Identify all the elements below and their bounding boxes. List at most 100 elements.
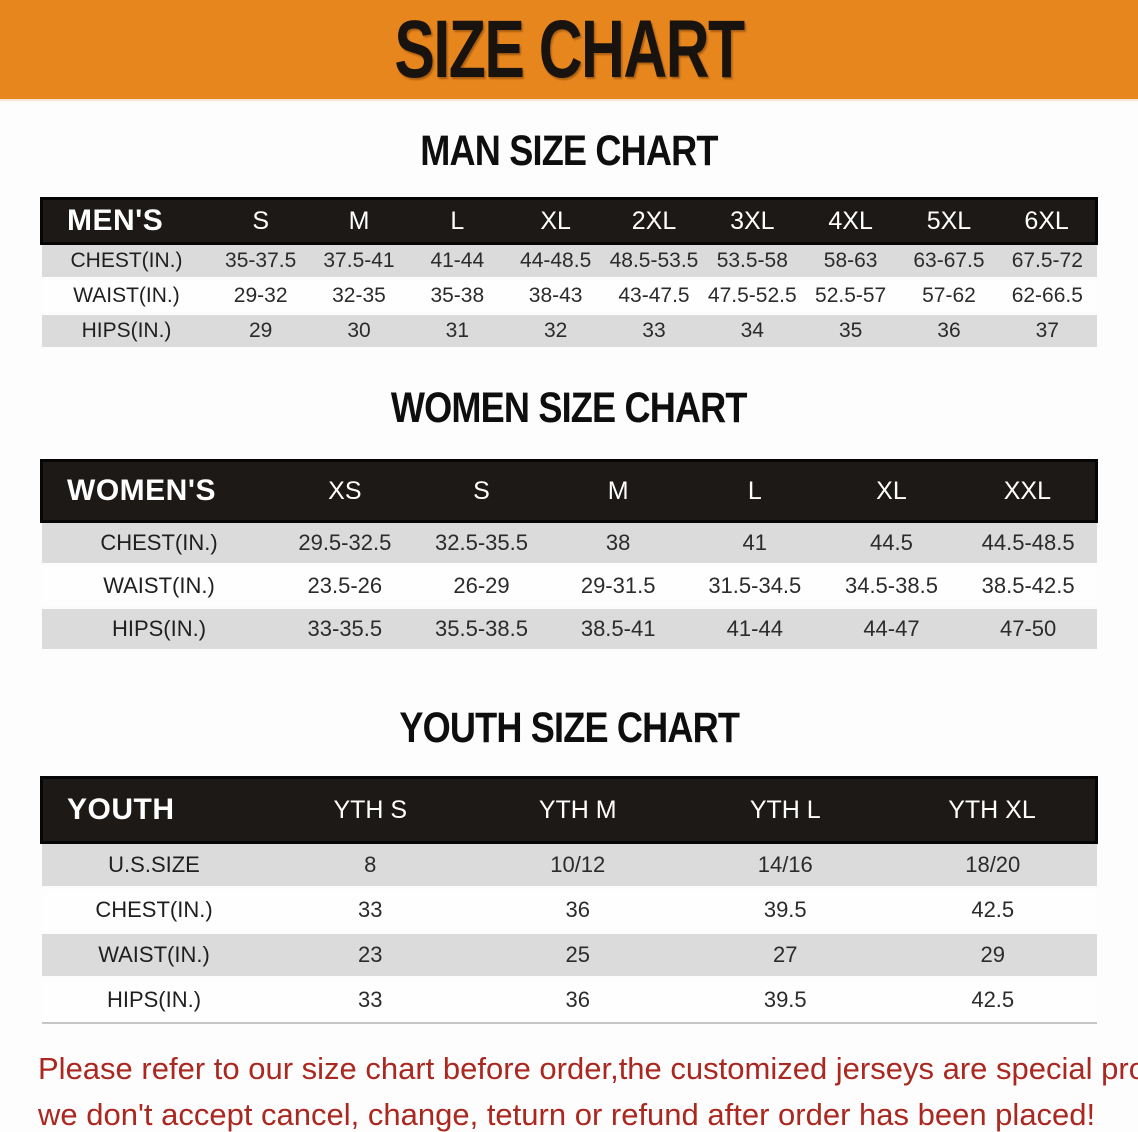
value-cell: 34.5-38.5 <box>844 573 938 598</box>
value-cell: 26-29 <box>453 573 510 598</box>
value-cell: 10/12 <box>550 852 606 877</box>
col-header-yth-xl: YTH XL <box>948 795 1036 824</box>
value-cell: 29-32 <box>233 284 288 307</box>
col-header-4xl: 4XL <box>828 206 873 235</box>
value-cell: 38.5-41 <box>580 616 656 641</box>
value-cell: 41 <box>742 530 768 555</box>
man-section-heading: MAN SIZE CHART <box>0 127 1138 175</box>
value-cell: 36 <box>565 897 590 922</box>
youth-section-heading: YOUTH SIZE CHART <box>0 704 1138 752</box>
value-cell: 35.5-38.5 <box>435 616 528 641</box>
value-cell: 31.5-34.5 <box>708 573 802 598</box>
value-cell: 57-62 <box>922 284 976 307</box>
col-header-6xl: 6XL <box>1024 206 1069 235</box>
value-cell: 36 <box>937 319 961 342</box>
youth-table-header-row: YOUTH YTH S YTH M YTH L YTH XL <box>41 777 1097 843</box>
value-cell: 67.5-72 <box>1011 249 1083 272</box>
mens-table-title: MEN'S <box>67 204 164 237</box>
banner-title: SIZE CHART <box>394 3 745 95</box>
womens-hips-row: HIPS(IN.) 33-35.5 35.5-38.5 38.5-41 41-4… <box>41 607 1097 651</box>
womens-table-header-row: WOMEN'S XS S M L XL XXL <box>41 460 1097 522</box>
col-header-xs: XS <box>328 476 362 505</box>
value-cell: 37 <box>1035 319 1059 342</box>
col-header-yth-s: YTH S <box>333 795 408 824</box>
value-cell: 47-50 <box>1000 616 1057 641</box>
value-cell: 37.5-41 <box>323 249 395 272</box>
row-label: U.S.SIZE <box>108 852 200 877</box>
women-heading-text: WOMEN SIZE CHART <box>391 384 748 432</box>
youth-chest-row: CHEST(IN.) 33 36 39.5 42.5 <box>41 887 1097 933</box>
womens-chest-row: CHEST(IN.) 29.5-32.5 32.5-35.5 38 41 44.… <box>41 521 1097 565</box>
value-cell: 35-38 <box>430 284 485 307</box>
order-policy-note: Please refer to our size chart before or… <box>0 1046 1138 1132</box>
value-cell: 32-35 <box>332 284 386 307</box>
value-cell: 29-31.5 <box>580 573 656 598</box>
value-cell: 33 <box>642 319 666 342</box>
row-label: CHEST(IN.) <box>100 530 218 555</box>
value-cell: 53.5-58 <box>716 249 788 272</box>
value-cell: 33 <box>358 987 383 1013</box>
value-cell: 58-63 <box>823 249 878 272</box>
value-cell: 48.5-53.5 <box>609 249 699 272</box>
women-section-heading: WOMEN SIZE CHART <box>0 384 1138 432</box>
value-cell: 34 <box>740 319 764 342</box>
value-cell: 42.5 <box>971 897 1015 922</box>
mens-table-header-row: MEN'S S M L XL 2XL 3XL 4XL 5XL 6XL <box>41 198 1097 244</box>
order-policy-line1: Please refer to our size chart before or… <box>38 1050 1138 1086</box>
value-cell: 23.5-26 <box>307 573 383 598</box>
value-cell: 14/16 <box>757 852 813 877</box>
row-label: WAIST(IN.) <box>98 942 210 967</box>
value-cell: 47.5-52.5 <box>707 284 797 307</box>
value-cell: 39.5 <box>763 987 807 1013</box>
youth-waist-row: WAIST(IN.) 23 25 27 29 <box>41 932 1097 978</box>
row-label: HIPS(IN.) <box>81 319 172 342</box>
youth-heading-text: YOUTH SIZE CHART <box>399 704 740 752</box>
mens-hips-row: HIPS(IN.) 29 30 31 32 33 34 35 36 37 <box>41 313 1097 349</box>
row-label: WAIST(IN.) <box>103 573 215 598</box>
col-header-yth-m: YTH M <box>538 795 617 824</box>
value-cell: 62-66.5 <box>1011 284 1083 307</box>
man-heading-text: MAN SIZE CHART <box>420 127 718 175</box>
womens-size-table: WOMEN'S XS S M L XL XXL CHEST(IN.) 29.5-… <box>40 459 1098 652</box>
value-cell: 44.5-48.5 <box>981 530 1075 555</box>
value-cell: 38 <box>605 530 631 555</box>
order-policy-line2: we don't accept cancel, change, teturn o… <box>38 1096 1096 1132</box>
row-label: CHEST(IN.) <box>70 249 183 272</box>
value-cell: 32.5-35.5 <box>435 530 528 555</box>
value-cell: 30 <box>347 319 371 342</box>
row-label: HIPS(IN.) <box>111 616 207 641</box>
value-cell: 23 <box>358 942 383 967</box>
value-cell: 52.5-57 <box>815 284 887 307</box>
value-cell: 25 <box>565 942 590 967</box>
col-header-l: L <box>450 206 465 235</box>
value-cell: 29.5-32.5 <box>298 530 392 555</box>
value-cell: 39.5 <box>763 897 807 922</box>
value-cell: 41-44 <box>430 249 485 272</box>
value-cell: 63-67.5 <box>913 249 985 272</box>
mens-chest-row: CHEST(IN.) 35-37.5 37.5-41 41-44 44-48.5… <box>41 243 1097 279</box>
youth-ussize-row: U.S.SIZE 8 10/12 14/16 18/20 <box>41 842 1097 888</box>
value-cell: 29 <box>980 942 1005 967</box>
row-label: CHEST(IN.) <box>95 897 213 922</box>
row-label: WAIST(IN.) <box>73 284 180 307</box>
value-cell: 29 <box>248 319 273 342</box>
value-cell: 27 <box>773 942 798 967</box>
col-header-xxl: XXL <box>1003 476 1052 505</box>
row-label: HIPS(IN.) <box>106 987 202 1013</box>
youth-table-title: YOUTH <box>67 793 175 826</box>
col-header-s: S <box>252 206 269 235</box>
size-chart-banner: SIZE CHART <box>0 0 1138 101</box>
youth-hips-row: HIPS(IN.) 33 36 39.5 42.5 <box>41 977 1097 1023</box>
value-cell: 31 <box>445 319 469 342</box>
value-cell: 35 <box>838 319 863 342</box>
mens-waist-row: WAIST(IN.) 29-32 32-35 35-38 38-43 43-47… <box>41 278 1097 314</box>
value-cell: 44-47 <box>863 616 920 641</box>
col-header-l: L <box>747 476 762 505</box>
col-header-m: M <box>348 206 370 235</box>
value-cell: 42.5 <box>971 987 1015 1013</box>
value-cell: 33 <box>358 897 383 922</box>
value-cell: 35-37.5 <box>225 249 297 272</box>
womens-table-title: WOMEN'S <box>67 474 216 507</box>
value-cell: 43-47.5 <box>618 284 690 307</box>
value-cell: 38.5-42.5 <box>981 573 1075 598</box>
